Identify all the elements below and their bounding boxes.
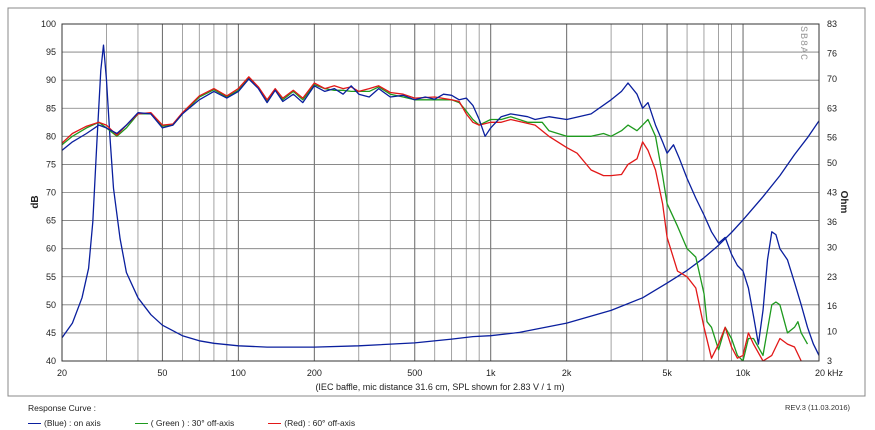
y2-tick-label: 50 [827,158,837,168]
y2-tick-label: 76 [827,48,837,58]
x-tick-label: 20 [57,368,67,378]
legend-item-green: ( Green ) : 30° off-axis [134,418,235,428]
watermark: SB8AC [797,26,808,62]
y-tick-label: 45 [46,328,56,338]
x-tick-label: 2k [562,368,572,378]
tick-labels: 20 50 100 200 500 1k 2k 5k 10k 20 kHz 40 45 50 55 60 65… [41,19,844,378]
legend-swatch-blue [28,422,41,424]
legend-label-blue: (Blue) : on axis [44,418,101,428]
plot-area-border [61,23,820,362]
y2-tick-label: 10 [827,327,837,337]
y-tick-label: 60 [46,244,56,254]
x-tick-label: 10k [736,368,751,378]
legend-item-red: (Red) : 60° off-axis [268,418,355,428]
y-tick-label: 70 [46,188,56,198]
y-tick-label: 40 [46,356,56,366]
legend-swatch-green [134,422,148,424]
y-tick-label: 75 [46,159,56,169]
x-axis-caption: (IEC baffle, mic distance 31.6 cm, SPL s… [315,382,564,392]
y-tick-label: 65 [46,216,56,226]
y-axis-label-db: dB [30,195,41,208]
x-tick-label: 200 [307,368,322,378]
x-tick-label: 5k [662,368,672,378]
legend-row: (Blue) : on axis ( Green ) : 30° off-axi… [28,418,389,428]
legend-title: Response Curve : [28,403,97,413]
curves [62,44,819,361]
y2-tick-label: 3 [827,356,832,366]
y2-tick-label: 23 [827,272,837,282]
legend-label-green: ( Green ) : 30° off-axis [150,418,235,428]
spl-curve-red [62,76,802,361]
y-tick-label: 90 [46,75,56,85]
y-tick-label: 50 [46,300,56,310]
legend-swatch-red [268,422,282,424]
y-axis-label-ohm: Ohm [838,191,849,214]
y2-tick-label: 70 [827,74,837,84]
x-tick-label: 500 [407,368,422,378]
y2-tick-label: 16 [827,301,837,311]
revision-note: REV.3 (11.03.2016) [784,403,850,412]
plot-frame-outer [7,7,866,397]
y2-tick-label: 36 [827,217,837,227]
y2-tick-label: 63 [827,103,837,113]
y-tick-label: 100 [41,19,56,29]
x-tick-label: 1k [486,368,496,378]
y2-tick-label: 83 [827,19,837,29]
spl-curve-blue [62,78,819,356]
x-tick-label: 50 [157,368,167,378]
spl-curve-green [62,77,809,361]
legend-label-red: (Red) : 60° off-axis [284,418,356,428]
x-tick-label: 20 kHz [815,368,844,378]
y2-tick-label: 56 [827,133,837,143]
y-tick-label: 80 [46,131,56,141]
legend: Response Curve : (Blue) : on axis ( Gree… [28,403,389,428]
impedance-curve [62,44,819,348]
y2-tick-label: 43 [827,188,837,198]
y-tick-label: 55 [46,272,56,282]
y2-tick-label: 30 [827,242,837,252]
x-tick-label: 100 [231,368,246,378]
y-tick-label: 95 [46,47,56,57]
y-tick-label: 85 [46,103,56,113]
legend-item-blue: (Blue) : on axis [28,418,101,428]
